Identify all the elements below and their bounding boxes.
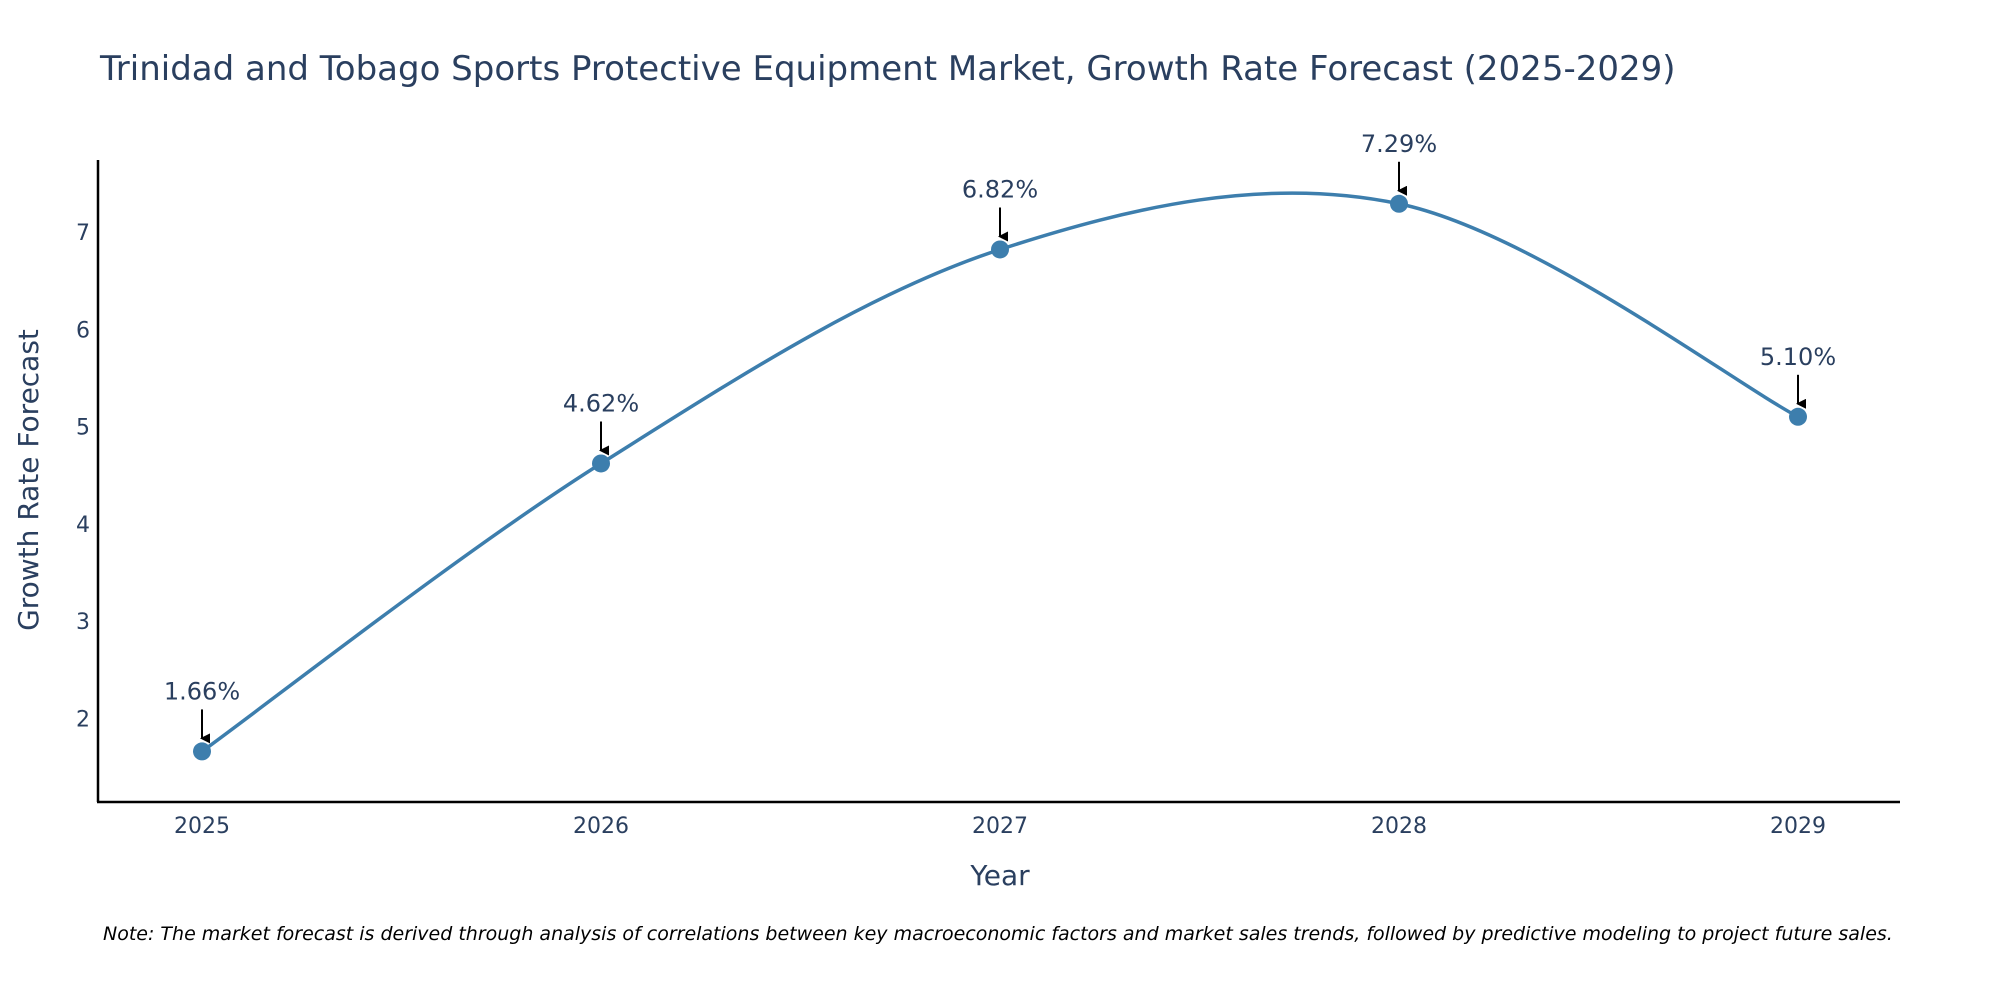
data-point (991, 240, 1009, 259)
y-tick-label: 3 (76, 610, 90, 635)
footnote: Note: The market forecast is derived thr… (103, 923, 1893, 945)
data-label: 6.82% (962, 175, 1038, 203)
data-labels: 1.66% 4.62% 6.82% 7.29% 5.10% (164, 130, 1836, 744)
x-tick-label: 2029 (1770, 814, 1826, 839)
y-tick-label: 4 (76, 513, 90, 538)
x-axis-title: Year (969, 859, 1030, 892)
y-tick-label: 2 (76, 707, 90, 732)
data-label: 4.62% (563, 389, 639, 417)
x-axis-ticks: 2025 2026 2027 2028 2029 (174, 814, 1826, 839)
data-point (1789, 407, 1807, 426)
data-label: 5.10% (1760, 343, 1836, 371)
y-axis-ticks: 2 3 4 5 6 7 (76, 221, 90, 732)
y-tick-label: 6 (76, 318, 90, 343)
y-tick-label: 7 (76, 221, 90, 246)
x-tick-label: 2028 (1371, 814, 1427, 839)
data-label: 7.29% (1361, 130, 1437, 158)
series-line (200, 191, 1799, 753)
x-tick-label: 2026 (573, 814, 629, 839)
x-tick-label: 2025 (174, 814, 230, 839)
data-points (193, 194, 1807, 761)
x-tick-label: 2027 (972, 814, 1028, 839)
y-tick-label: 5 (76, 416, 90, 441)
data-label: 1.66% (164, 677, 240, 705)
chart-title: Trinidad and Tobago Sports Protective Eq… (99, 49, 1676, 89)
data-point (1390, 194, 1408, 213)
data-point (193, 742, 211, 761)
y-axis-title: Growth Rate Forecast (12, 329, 45, 631)
data-point (592, 454, 610, 473)
